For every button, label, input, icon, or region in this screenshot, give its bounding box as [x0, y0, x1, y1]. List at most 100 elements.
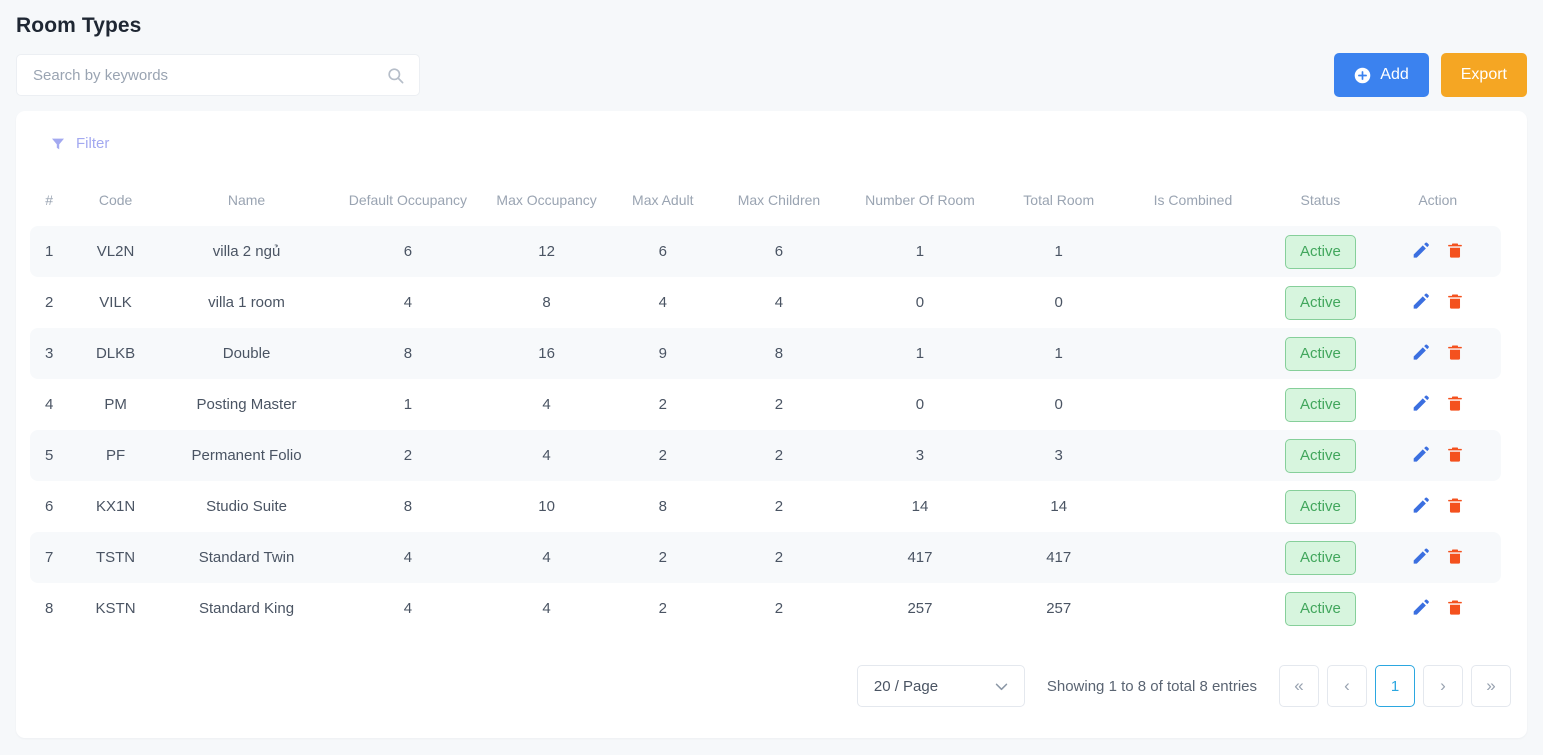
- trash-icon: [1446, 292, 1464, 314]
- cell-action: [1375, 277, 1501, 328]
- table-row: 4 PM Posting Master 1 4 2 2 0 0 Active: [30, 379, 1501, 430]
- cell-name: villa 2 ngủ: [142, 226, 333, 277]
- cell-name: Standard Twin: [142, 532, 333, 583]
- page-size-value: 20 / Page: [873, 677, 939, 695]
- table-row: 1 VL2N villa 2 ngủ 6 12 6 6 1 1 Active: [30, 226, 1501, 277]
- plus-circle-icon: [1354, 67, 1371, 84]
- export-button[interactable]: Export: [1440, 53, 1527, 97]
- pencil-icon: [1411, 496, 1430, 518]
- edit-row-button[interactable]: [1411, 445, 1430, 467]
- cell-action: [1375, 583, 1501, 634]
- cell-default-occupancy: 2: [332, 430, 484, 481]
- delete-row-button[interactable]: [1446, 394, 1464, 416]
- cell-action: [1374, 532, 1501, 583]
- cell-max-adult: 2: [609, 430, 716, 481]
- cell-max-children: 4: [774, 294, 784, 311]
- cell-is-combined: [1120, 481, 1267, 532]
- cell-max-adult: 2: [658, 600, 667, 617]
- delete-row-button[interactable]: [1446, 598, 1464, 620]
- trash-icon: [1446, 394, 1464, 416]
- delete-row-button[interactable]: [1446, 496, 1464, 518]
- edit-row-button[interactable]: [1411, 343, 1430, 365]
- cell-total-room: 0: [1054, 294, 1063, 311]
- column-header-status: Status: [1300, 192, 1341, 208]
- cell-number-of-room: 1: [842, 328, 998, 379]
- cell-index: 5: [30, 430, 69, 481]
- edit-row-button[interactable]: [1411, 547, 1430, 569]
- cell-number-of-room: 417: [842, 532, 998, 583]
- trash-icon: [1446, 598, 1464, 620]
- delete-row-button[interactable]: [1446, 547, 1464, 569]
- page-size-select[interactable]: 20 / Page: [856, 665, 1025, 707]
- cell-number-of-room: 257: [907, 600, 933, 617]
- cell-index: 1: [30, 226, 69, 277]
- cell-status: Active: [1266, 430, 1375, 481]
- add-button-label: Add: [1380, 66, 1409, 83]
- edit-row-button[interactable]: [1411, 394, 1430, 416]
- last-page-button[interactable]: »: [1471, 665, 1511, 707]
- search-box[interactable]: [16, 54, 420, 96]
- room-types-card: Filter # Code Name Default Occupancy Max…: [16, 111, 1527, 738]
- row-actions: [1375, 394, 1501, 416]
- add-button[interactable]: Add: [1334, 53, 1429, 97]
- page-1-button[interactable]: 1: [1375, 665, 1415, 707]
- cell-is-combined: [1120, 379, 1267, 430]
- table-row: 3 DLKB Double 8 16 9 8 1 1 Active: [30, 328, 1501, 379]
- cell-number-of-room: 3: [842, 430, 998, 481]
- edit-row-button[interactable]: [1411, 292, 1430, 314]
- column-header-number-of-room: Number Of Room: [865, 192, 975, 208]
- cell-number-of-room: 0: [915, 294, 925, 311]
- search-input[interactable]: [33, 66, 386, 84]
- status-badge: Active: [1284, 489, 1356, 524]
- cell-max-children: 2: [715, 430, 843, 481]
- cell-default-occupancy: 4: [403, 600, 413, 617]
- cell-total-room: 257: [1046, 600, 1072, 617]
- filter-label: Filter: [76, 135, 110, 152]
- top-actions: Add Export: [1334, 53, 1527, 97]
- edit-row-button[interactable]: [1411, 598, 1430, 620]
- cell-max-children: 2: [774, 498, 784, 515]
- cell-max-children: 6: [715, 226, 843, 277]
- cell-default-occupancy: 6: [332, 226, 484, 277]
- table-row: 6 KX1N Studio Suite 8 10 8 2 14 14 Active: [30, 481, 1501, 532]
- delete-row-button[interactable]: [1446, 343, 1464, 365]
- cell-max-occupancy: 8: [542, 294, 551, 311]
- trash-icon: [1446, 241, 1464, 263]
- delete-row-button[interactable]: [1446, 241, 1464, 263]
- cell-name: villa 1 room: [208, 294, 285, 311]
- first-page-button[interactable]: «: [1279, 665, 1319, 707]
- cell-total-room: 1: [997, 328, 1120, 379]
- trash-icon: [1446, 445, 1464, 467]
- status-badge: Active: [1284, 591, 1356, 626]
- cell-default-occupancy: 8: [403, 498, 413, 515]
- edit-row-button[interactable]: [1411, 496, 1430, 518]
- delete-row-button[interactable]: [1446, 445, 1464, 467]
- cell-status: Active: [1266, 532, 1375, 583]
- filter-toggle[interactable]: Filter: [50, 135, 109, 152]
- status-badge: Active: [1284, 438, 1356, 473]
- column-header-max-children: Max Children: [737, 192, 821, 208]
- cell-max-adult: 2: [609, 532, 716, 583]
- delete-row-button[interactable]: [1446, 292, 1464, 314]
- table-footer: 20 / Page Showing 1 to 8 of total 8 entr…: [16, 665, 1511, 707]
- search-icon[interactable]: [386, 66, 405, 85]
- cell-code: PF: [68, 430, 143, 481]
- row-actions: [1375, 547, 1501, 569]
- status-badge: Active: [1284, 540, 1356, 575]
- next-page-button[interactable]: ›: [1423, 665, 1463, 707]
- edit-row-button[interactable]: [1411, 241, 1430, 263]
- pencil-icon: [1411, 394, 1430, 416]
- table-row: 8 KSTN Standard King 4 4 2 2 257 257 Active: [30, 583, 1501, 634]
- cell-code: VL2N: [68, 226, 143, 277]
- prev-page-button[interactable]: ‹: [1327, 665, 1367, 707]
- row-actions: [1375, 445, 1501, 467]
- cell-code: PM: [104, 396, 127, 413]
- column-header-code: Code: [98, 192, 133, 208]
- row-actions: [1375, 241, 1501, 263]
- table-row: 7 TSTN Standard Twin 4 4 2 2 417 417 Active: [30, 532, 1501, 583]
- cell-number-of-room: 14: [911, 498, 929, 515]
- cell-code: TSTN: [68, 532, 143, 583]
- cell-name: Double: [142, 328, 333, 379]
- cell-max-occupancy: 10: [538, 498, 555, 515]
- table-header: # Code Name Default Occupancy Max Occupa…: [30, 184, 1501, 226]
